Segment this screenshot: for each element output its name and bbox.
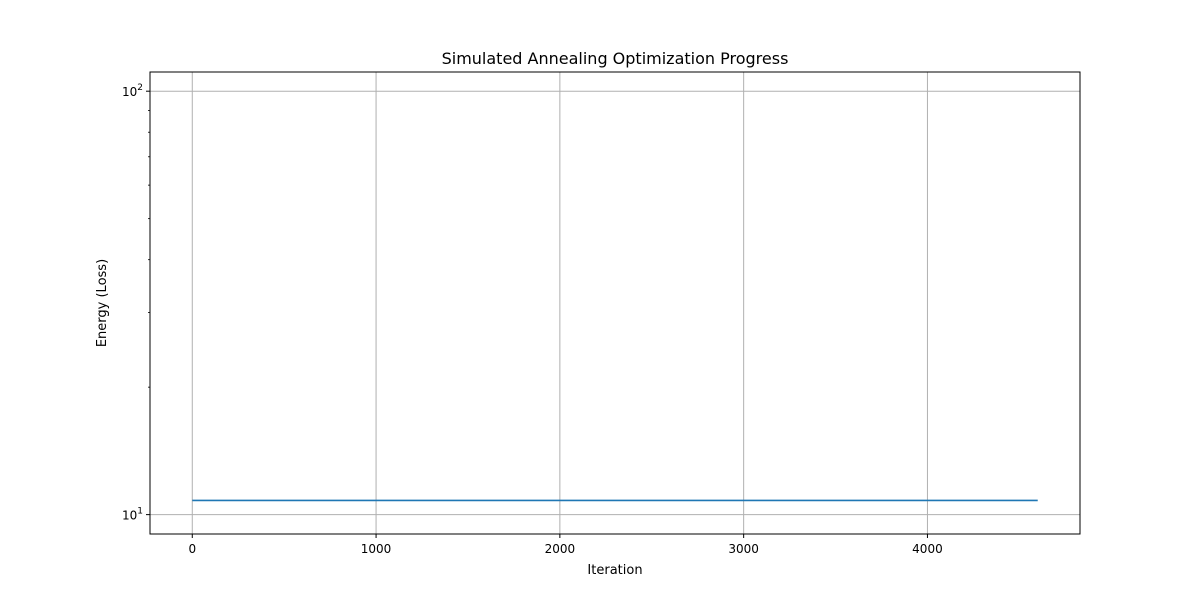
x-tick-label: 1000 bbox=[361, 542, 392, 556]
x-tick-label: 0 bbox=[188, 542, 196, 556]
x-tick-label: 2000 bbox=[545, 542, 576, 556]
y-axis-label: Energy (Loss) bbox=[95, 259, 110, 347]
x-tick-label: 3000 bbox=[728, 542, 759, 556]
grid-lines bbox=[150, 72, 1080, 534]
y-tick-label: 101 bbox=[122, 507, 143, 523]
y-axis-ticks: 101 102 bbox=[122, 83, 150, 523]
chart-title: Simulated Annealing Optimization Progres… bbox=[442, 49, 789, 68]
x-axis-ticks: 0 1000 2000 3000 4000 bbox=[188, 534, 943, 556]
plot-area-frame bbox=[149, 71, 1081, 535]
x-axis-label: Iteration bbox=[587, 563, 642, 578]
x-tick-label: 4000 bbox=[912, 542, 943, 556]
y-tick-label: 102 bbox=[122, 83, 143, 99]
